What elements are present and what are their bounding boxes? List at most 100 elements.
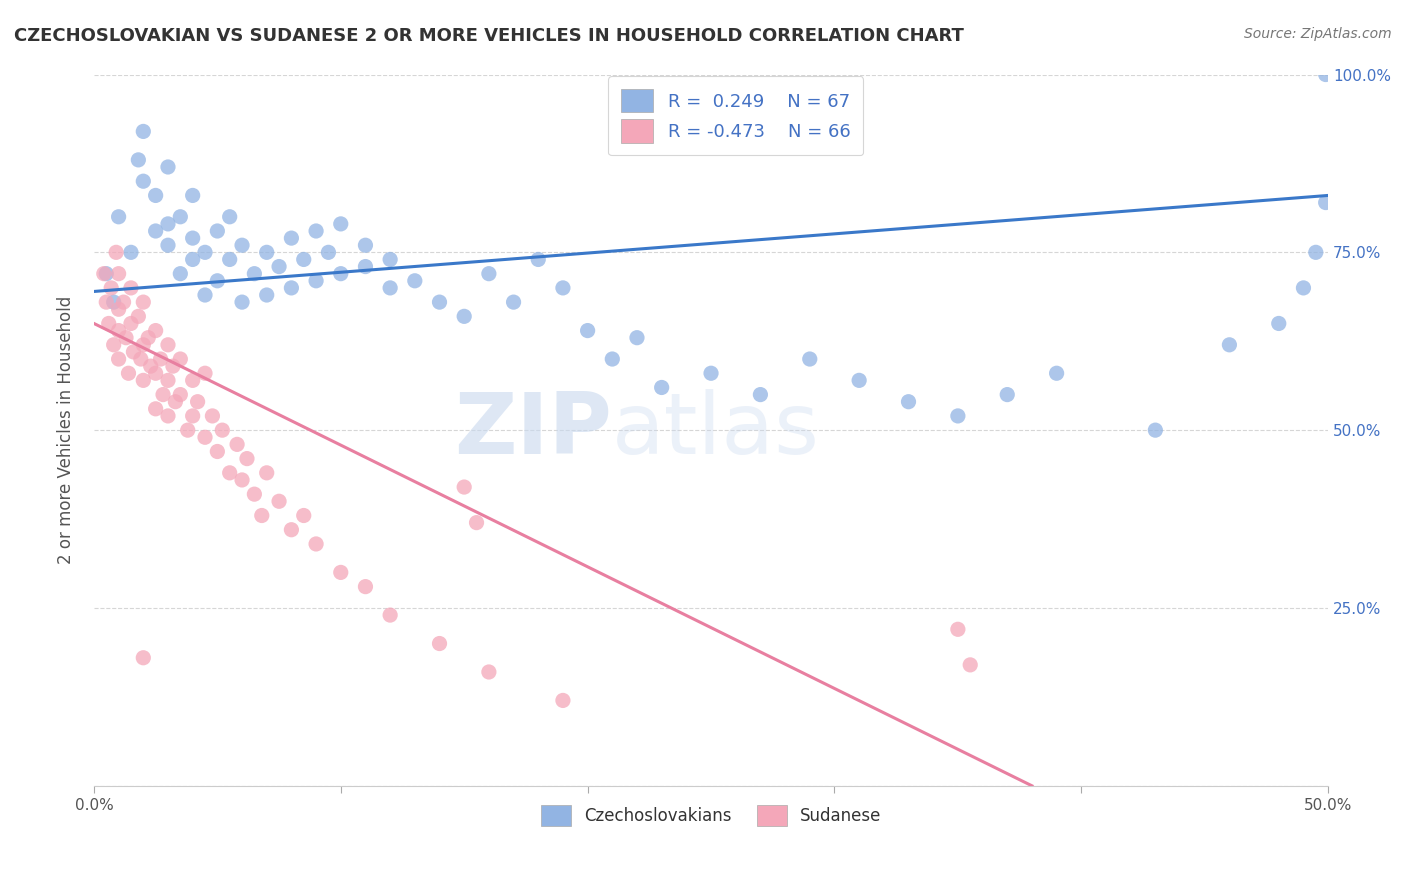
Point [292,252,315,267]
Point [122,345,145,359]
Point [700,366,723,380]
Text: Source: ZipAtlas.com: Source: ZipAtlas.com [1244,27,1392,41]
Point [127,153,149,167]
Point [139,359,162,373]
Point [1292,281,1315,295]
Point [194,245,217,260]
Point [207,444,229,458]
Point [105,245,128,260]
Point [236,451,259,466]
Point [848,373,870,387]
Point [267,260,290,274]
Point [103,338,125,352]
Point [120,317,142,331]
Point [305,224,328,238]
Point [218,210,240,224]
Point [404,274,426,288]
Point [169,387,191,401]
Point [551,693,574,707]
Point [156,238,179,252]
Point [749,387,772,401]
Point [305,537,328,551]
Point [256,288,278,302]
Point [995,387,1018,401]
Point [107,267,129,281]
Point [169,267,191,281]
Point [576,324,599,338]
Point [453,310,475,324]
Point [453,480,475,494]
Point [897,394,920,409]
Point [502,295,524,310]
Point [156,373,179,387]
Point [256,245,278,260]
Point [1046,366,1069,380]
Point [378,252,401,267]
Point [478,267,501,281]
Point [181,373,204,387]
Point [354,238,377,252]
Point [231,473,253,487]
Point [194,288,217,302]
Point [149,351,172,366]
Point [187,394,209,409]
Point [354,580,377,594]
Point [243,267,266,281]
Point [651,380,673,394]
Point [132,650,155,665]
Point [243,487,266,501]
Point [626,331,648,345]
Point [165,394,187,409]
Point [231,295,253,310]
Point [799,351,821,366]
Point [329,566,352,580]
Text: CZECHOSLOVAKIAN VS SUDANESE 2 OR MORE VEHICLES IN HOUSEHOLD CORRELATION CHART: CZECHOSLOVAKIAN VS SUDANESE 2 OR MORE VE… [14,27,965,45]
Point [267,494,290,508]
Point [145,324,167,338]
Point [194,366,217,380]
Point [103,295,125,310]
Legend: Czechoslovakians, Sudanese: Czechoslovakians, Sudanese [533,797,890,834]
Point [207,224,229,238]
Point [145,188,167,202]
Point [429,636,451,650]
Point [177,423,200,437]
Point [120,281,142,295]
Point [218,466,240,480]
Point [231,238,253,252]
Point [378,608,401,623]
Point [1144,423,1167,437]
Point [127,310,149,324]
Point [169,210,191,224]
Point [378,281,401,295]
Point [100,281,122,295]
Point [465,516,488,530]
Point [181,409,204,423]
Point [132,124,155,138]
Point [318,245,340,260]
Point [946,623,969,637]
Point [156,217,179,231]
Point [107,210,129,224]
Point [1305,245,1327,260]
Point [120,245,142,260]
Point [600,351,623,366]
Point [1315,68,1337,82]
Point [329,217,352,231]
Text: ZIP: ZIP [454,389,612,472]
Point [132,338,155,352]
Point [280,231,302,245]
Point [551,281,574,295]
Point [181,252,204,267]
Point [145,224,167,238]
Point [250,508,273,523]
Point [292,508,315,523]
Point [136,331,159,345]
Point [256,466,278,480]
Point [207,274,229,288]
Text: atlas: atlas [612,389,820,472]
Point [132,174,155,188]
Point [478,665,501,679]
Point [115,331,138,345]
Point [96,295,118,310]
